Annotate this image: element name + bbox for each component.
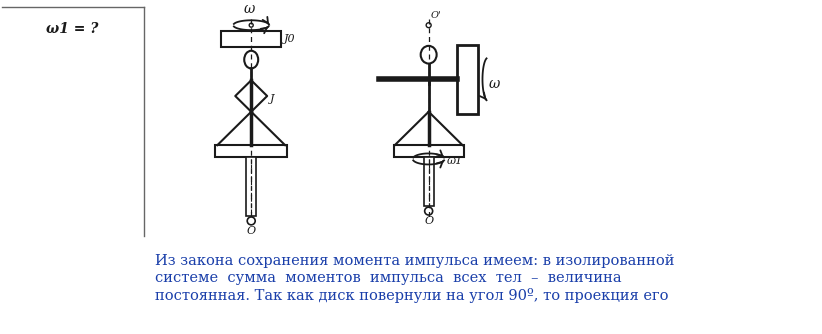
Text: системе  сумма  моментов  импульса  всех  тел  –  величина: системе сумма моментов импульса всех тел… [155, 271, 621, 285]
Text: постоянная. Так как диск повернули на угол 90º, то проекция его: постоянная. Так как диск повернули на уг… [155, 288, 668, 303]
Text: ω1 = ?: ω1 = ? [45, 22, 98, 36]
Ellipse shape [425, 207, 432, 215]
Text: J: J [270, 94, 275, 104]
Text: ω: ω [488, 77, 500, 91]
Bar [221, 31, 281, 47]
Text: ω: ω [243, 2, 255, 16]
Ellipse shape [244, 51, 258, 68]
Text: J0: J0 [284, 34, 296, 44]
Text: O': O' [431, 11, 441, 20]
Ellipse shape [249, 23, 253, 27]
Bar [456, 45, 478, 114]
Text: O: O [247, 226, 256, 236]
Text: ω1: ω1 [446, 156, 463, 166]
Text: Из закона сохранения момента импульса имеем: в изолированной: Из закона сохранения момента импульса им… [155, 255, 674, 268]
Ellipse shape [247, 217, 255, 225]
Bar [394, 145, 464, 157]
Bar [247, 157, 256, 216]
Ellipse shape [421, 46, 436, 63]
Bar [423, 157, 434, 206]
Bar [215, 145, 287, 157]
Text: O: O [424, 216, 433, 226]
Ellipse shape [426, 23, 432, 28]
